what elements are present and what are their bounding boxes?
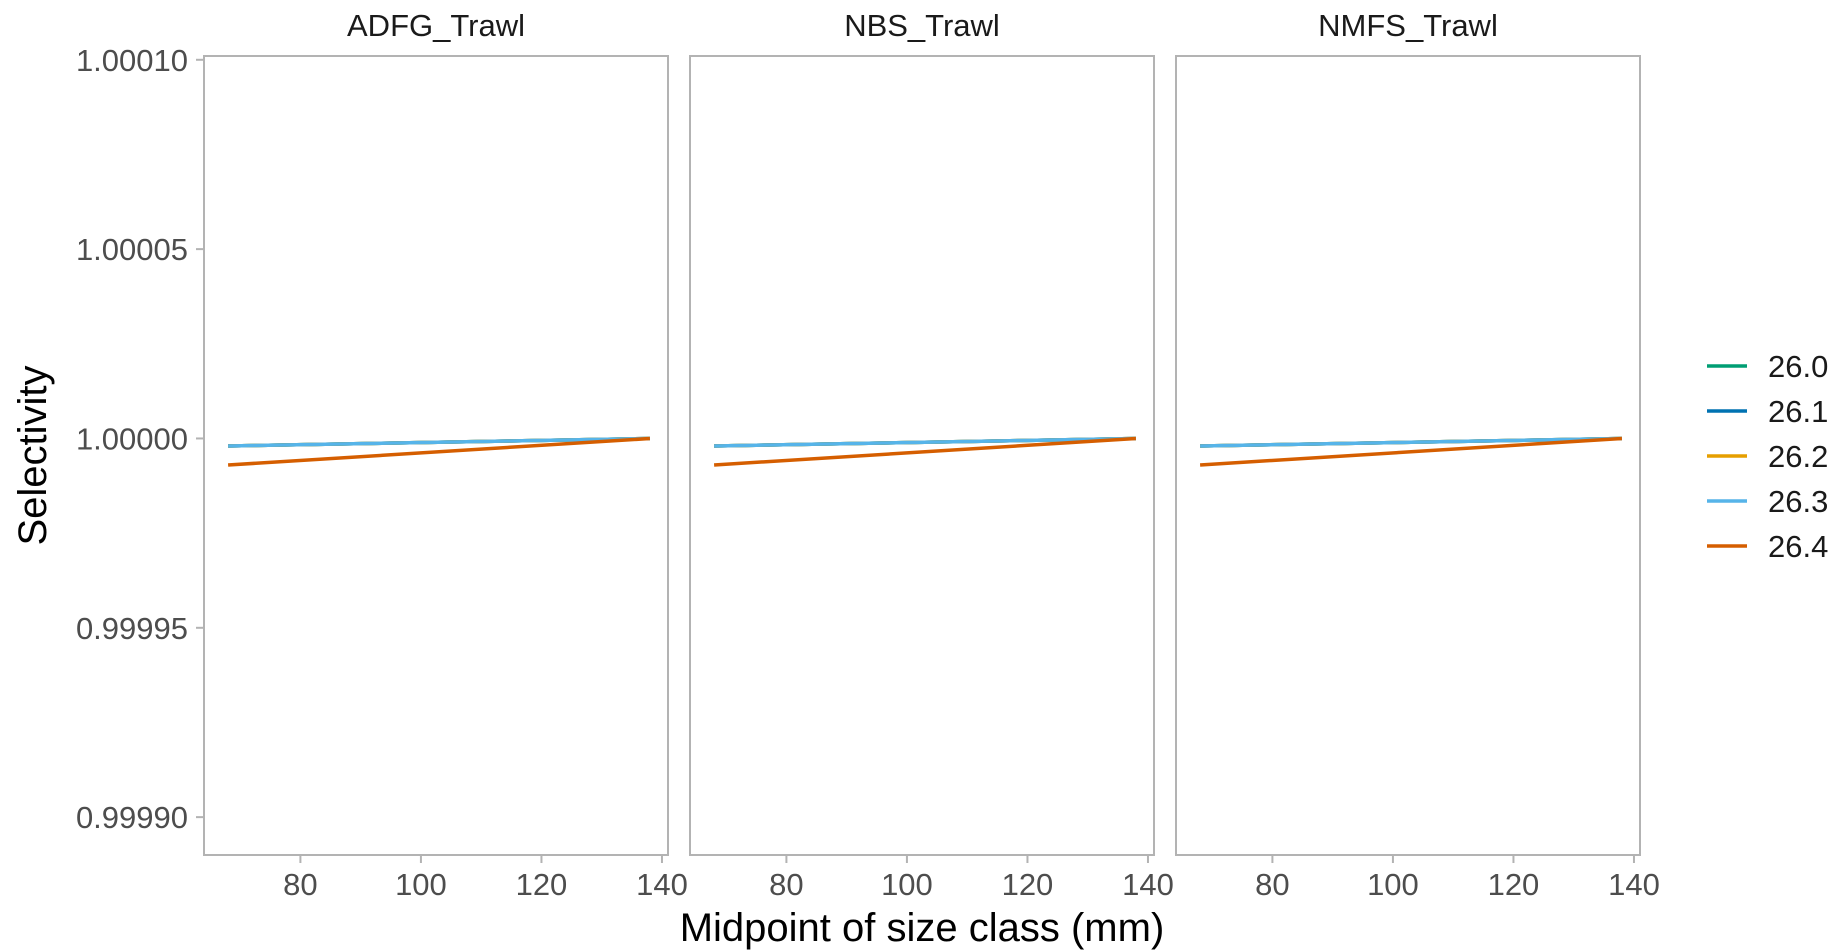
legend-label: 26.1 [1768,394,1828,429]
panel-border [689,55,1155,856]
y-tick-label: 1.00000 [76,421,188,456]
panel-border [1175,55,1641,856]
x-tick-label: 80 [769,867,803,902]
panel: ADFG_Trawl 80 100 120 140 [203,8,688,902]
legend-item: 26.1 [1707,394,1828,429]
series-line-26.3 [714,436,1136,448]
x-tick-label: 80 [1255,867,1289,902]
y-tick-label: 1.00005 [76,232,188,267]
y-tick-label: 0.99990 [76,800,188,835]
panel-border [203,55,669,856]
series-line-26.3 [1200,436,1622,448]
x-tick-label: 100 [881,867,933,902]
legend-item: 26.0 [1707,349,1828,384]
legend-label: 26.2 [1768,439,1828,474]
x-axis-title: Midpoint of size class (mm) [680,906,1165,950]
y-axis: 1.00010 1.00005 1.00000 0.99995 0.99990 [76,43,204,835]
x-tick-label: 100 [1367,867,1419,902]
x-tick-label: 140 [1608,867,1660,902]
series-line-26.4 [1199,436,1623,467]
series-line-26.4 [227,436,651,467]
legend-label: 26.0 [1768,349,1828,384]
panel-title: NBS_Trawl [844,8,1000,43]
legend-label: 26.3 [1768,484,1828,519]
x-tick-label: 120 [1488,867,1540,902]
legend: 26.0 26.1 26.2 26.3 26.4 [1707,349,1828,564]
legend-label: 26.4 [1768,529,1828,564]
legend-item: 26.3 [1707,484,1828,519]
panel: NBS_Trawl 80 100 120 140 [689,8,1174,902]
x-tick-label: 120 [516,867,568,902]
panels: ADFG_Trawl 80 100 120 140 NBS_Trawl 80 100 120 14… [203,8,1660,902]
y-tick-label: 1.00010 [76,43,188,78]
x-tick-label: 140 [1122,867,1174,902]
panel-title: NMFS_Trawl [1318,8,1498,43]
x-tick-label: 100 [395,867,447,902]
series-line-26.4 [713,436,1137,467]
legend-item: 26.4 [1707,529,1828,564]
y-tick-label: 0.99995 [76,611,188,646]
series-line-26.3 [228,436,650,448]
y-axis-title: Selectivity [11,365,55,545]
x-tick-label: 120 [1002,867,1054,902]
panel: NMFS_Trawl 80 100 120 140 [1175,8,1660,902]
legend-item: 26.2 [1707,439,1828,474]
panel-title: ADFG_Trawl [347,8,525,43]
x-tick-label: 140 [636,867,688,902]
x-tick-label: 80 [283,867,317,902]
